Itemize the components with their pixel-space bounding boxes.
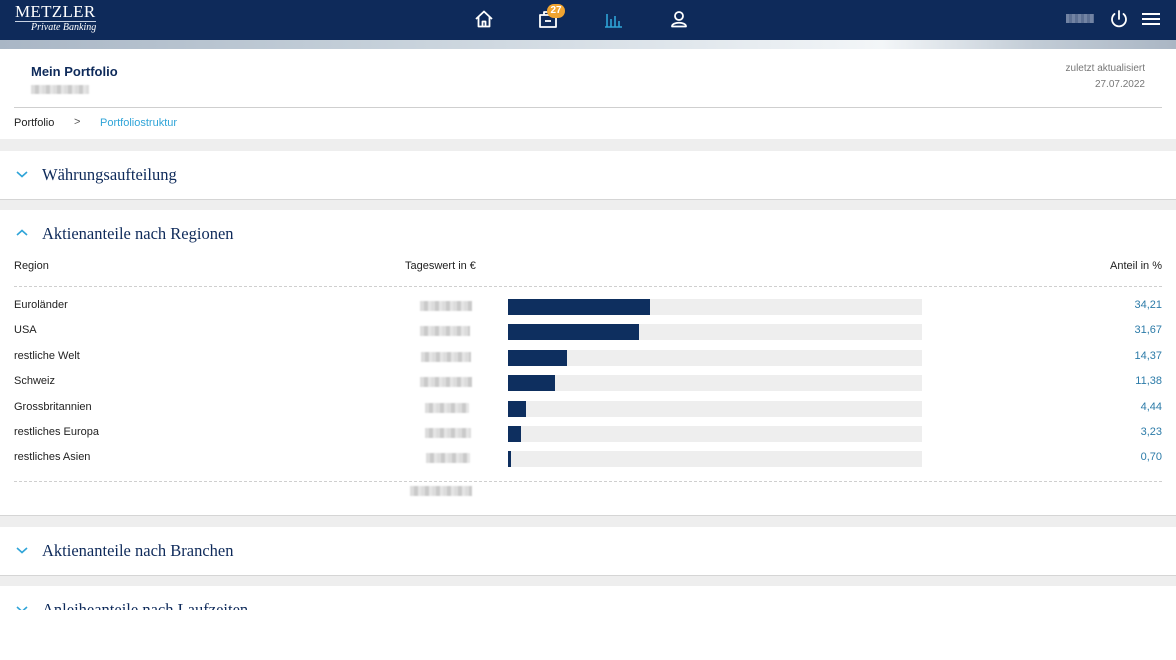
section-spacer — [0, 575, 1176, 586]
tageswert-redacted — [420, 301, 472, 311]
share-bar-track — [508, 375, 922, 392]
table-row: USA 31,67 — [0, 322, 1176, 342]
region-name: Schweiz — [14, 375, 55, 388]
top-navigation-bar: METZLER Private Banking 27 — [0, 0, 1176, 40]
region-name: USA — [14, 324, 37, 337]
menu-icon[interactable] — [1140, 8, 1162, 30]
chevron-up-icon — [15, 228, 29, 238]
share-bar — [508, 349, 567, 366]
total-value-redacted — [410, 486, 472, 496]
share-bar — [508, 299, 650, 315]
last-updated-label: zuletzt aktualisiert — [1065, 63, 1145, 74]
section-spacer — [0, 515, 1176, 527]
share-bar-track — [508, 299, 922, 315]
table-row: Schweiz 11,38 — [0, 373, 1176, 393]
chevron-down-icon — [15, 545, 29, 555]
table-divider — [14, 286, 1162, 287]
share-percent: 31,67 — [1134, 324, 1162, 337]
tageswert-redacted — [425, 402, 469, 413]
power-icon[interactable] — [1108, 8, 1130, 30]
inbox-badge: 27 — [547, 4, 565, 18]
share-bar — [508, 400, 526, 417]
header-gradient-strip — [0, 40, 1176, 49]
table-row: restliches Asien 0,70 — [0, 449, 1176, 469]
chevron-down-icon — [15, 169, 29, 179]
share-bar-track — [508, 349, 922, 366]
share-percent: 11,38 — [1135, 375, 1162, 388]
share-percent: 3,23 — [1140, 426, 1162, 438]
region-name: restliches Europa — [14, 426, 99, 438]
page-title: Mein Portfolio — [31, 64, 118, 79]
section-aktienanteile-branchen[interactable]: Aktienanteile nach Branchen — [0, 527, 1176, 575]
section-spacer — [0, 139, 1176, 151]
last-updated: zuletzt aktualisiert 27.07.2022 — [1066, 61, 1145, 93]
share-bar-track — [508, 400, 922, 417]
section-aktienanteile-regionen[interactable]: Aktienanteile nach Regionen — [0, 210, 1176, 258]
metzler-logo[interactable]: METZLER Private Banking — [15, 2, 97, 34]
user-name-redacted — [1066, 14, 1094, 23]
home-icon[interactable] — [473, 8, 495, 30]
share-percent: 4,44 — [1140, 400, 1162, 413]
breadcrumb-portfolio[interactable]: Portfolio — [14, 117, 55, 129]
share-percent: 0,70 — [1140, 451, 1162, 464]
breadcrumb-portfoliostruktur: Portfoliostruktur — [100, 117, 178, 129]
region-name: Grossbritannien — [14, 400, 92, 413]
share-bar — [508, 451, 511, 468]
logo-name: METZLER — [15, 2, 96, 21]
share-percent: 14,37 — [1134, 349, 1162, 362]
section-anleiheanteile-laufzeiten[interactable]: Anleiheanteile nach Laufzeiten — [0, 586, 1176, 610]
section-clip: Anleiheanteile nach Laufzeiten — [0, 586, 1176, 610]
region-name: restliche Welt — [14, 349, 80, 362]
section-title: Währungsaufteilung — [42, 165, 177, 184]
tageswert-redacted — [420, 326, 470, 337]
logo-subtitle: Private Banking — [15, 21, 97, 34]
breadcrumb-separator: > — [74, 116, 81, 128]
last-updated-date: 27.07.2022 — [1094, 79, 1145, 90]
section-title: Aktienanteile nach Regionen — [42, 224, 234, 243]
tageswert-redacted — [420, 377, 472, 388]
divider — [14, 107, 1162, 108]
tageswert-redacted — [421, 351, 471, 362]
portfolio-number-redacted — [31, 85, 89, 94]
column-header-anteil: Anteil in % — [1110, 260, 1162, 272]
share-bar — [508, 324, 639, 341]
share-bar-track — [508, 426, 922, 442]
share-bar-track — [508, 324, 922, 341]
tageswert-redacted — [426, 453, 470, 464]
section-title: Aktienanteile nach Branchen — [42, 541, 234, 560]
chevron-down-icon — [15, 604, 29, 610]
section-title: Anleiheanteile nach Laufzeiten — [42, 600, 249, 610]
table-row: Euroländer 34,21 — [0, 297, 1176, 317]
table-divider — [14, 481, 1162, 482]
region-name: restliches Asien — [14, 451, 91, 464]
share-bar — [508, 375, 555, 392]
user-icon[interactable] — [668, 8, 690, 30]
share-bar-track — [508, 451, 922, 468]
section-spacer — [0, 199, 1176, 210]
share-bar — [508, 426, 521, 442]
tageswert-redacted — [425, 428, 471, 438]
region-name: Euroländer — [14, 299, 68, 311]
share-percent: 34,21 — [1134, 299, 1162, 311]
chart-icon[interactable] — [602, 8, 624, 30]
table-row: restliche Welt 14,37 — [0, 348, 1176, 368]
section-waehrungsaufteilung[interactable]: Währungsaufteilung — [0, 151, 1176, 199]
column-header-tageswert: Tageswert in € — [405, 260, 476, 272]
table-row: Grossbritannien 4,44 — [0, 399, 1176, 419]
table-row: restliches Europa 3,23 — [0, 424, 1176, 444]
column-header-region: Region — [14, 260, 49, 272]
